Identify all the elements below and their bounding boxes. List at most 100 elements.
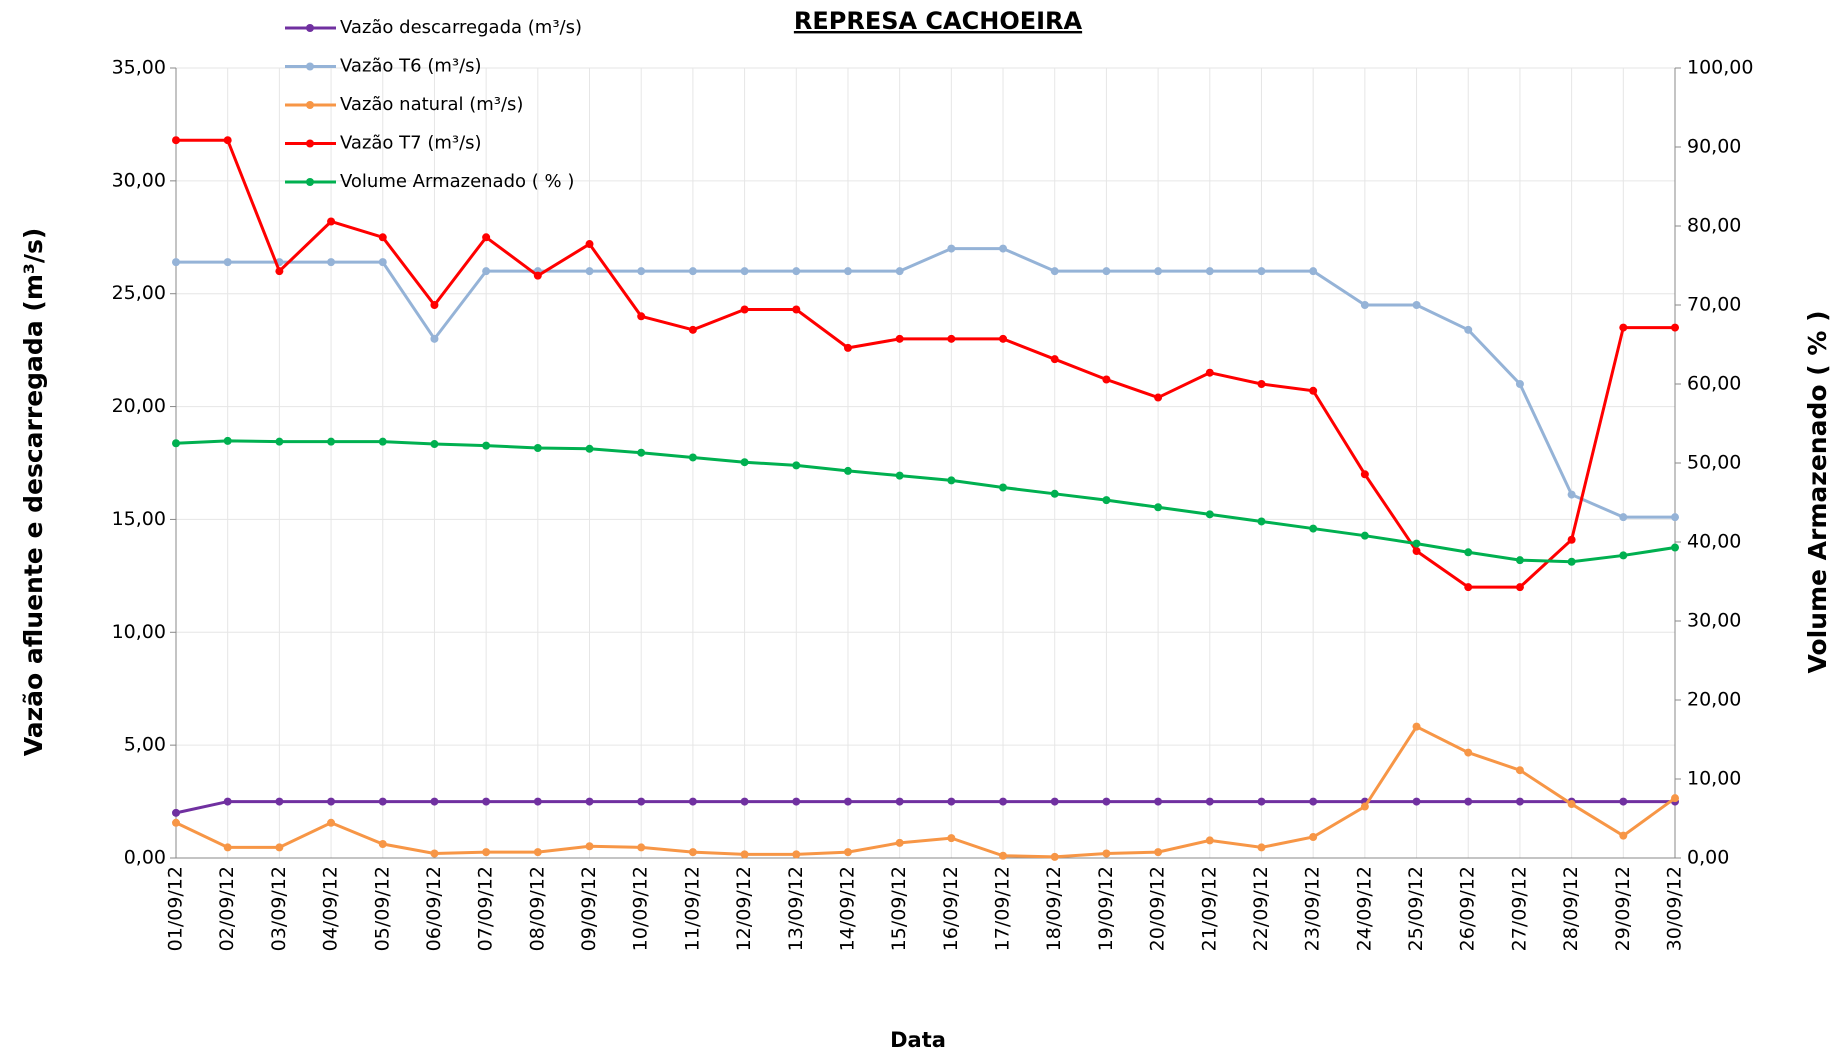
x-tick-label: 23/09/12 bbox=[1302, 866, 1324, 951]
data-point bbox=[430, 301, 439, 309]
data-point bbox=[1412, 539, 1421, 548]
data-point bbox=[327, 437, 336, 446]
x-tick-label: 28/09/12 bbox=[1560, 866, 1582, 951]
data-point bbox=[1412, 547, 1421, 556]
data-point bbox=[482, 233, 491, 242]
x-tick-label: 14/09/12 bbox=[836, 866, 858, 951]
y-tick-label: 20,00 bbox=[112, 395, 166, 417]
data-point bbox=[1205, 368, 1214, 377]
data-point bbox=[1619, 797, 1628, 806]
data-point bbox=[999, 483, 1008, 492]
data-point bbox=[585, 444, 594, 453]
series-line bbox=[175, 800, 1675, 815]
series-line bbox=[175, 439, 1676, 564]
data-point bbox=[430, 849, 439, 858]
data-point bbox=[533, 797, 542, 806]
data-point bbox=[1050, 489, 1059, 498]
data-point bbox=[1515, 766, 1524, 775]
data-point bbox=[1515, 797, 1524, 806]
y-tick-label: 0,00 bbox=[124, 847, 166, 869]
data-point bbox=[585, 267, 594, 276]
x-tick-label: 15/09/12 bbox=[888, 866, 910, 951]
legend-marker bbox=[306, 139, 314, 148]
data-point bbox=[1671, 543, 1679, 552]
data-point bbox=[1154, 797, 1163, 806]
x-tick-label: 19/09/12 bbox=[1095, 866, 1117, 951]
data-point bbox=[1205, 797, 1214, 806]
x-tick-label: 27/09/12 bbox=[1508, 866, 1530, 951]
data-point bbox=[1257, 843, 1266, 852]
x-tick-label: 22/09/12 bbox=[1250, 866, 1272, 951]
data-point bbox=[947, 476, 956, 485]
data-point bbox=[585, 240, 594, 249]
x-tick-label: 21/09/12 bbox=[1198, 866, 1220, 951]
data-point bbox=[1309, 386, 1318, 395]
data-point bbox=[688, 848, 697, 857]
data-point bbox=[688, 325, 697, 334]
data-point bbox=[172, 258, 180, 267]
x-tick-label: 03/09/12 bbox=[268, 866, 290, 951]
data-point bbox=[637, 797, 646, 806]
x-tick-label: 11/09/12 bbox=[681, 866, 703, 951]
data-point bbox=[999, 244, 1008, 253]
data-point bbox=[1515, 556, 1524, 565]
data-point bbox=[843, 797, 852, 806]
data-point bbox=[999, 334, 1008, 343]
data-point bbox=[1619, 513, 1628, 522]
y2-tick-label: 70,00 bbox=[1687, 294, 1741, 316]
data-point bbox=[1309, 833, 1318, 842]
data-point bbox=[1102, 849, 1111, 858]
y-tick-label: 5,00 bbox=[124, 734, 166, 756]
data-point bbox=[378, 233, 387, 242]
data-point bbox=[378, 797, 387, 806]
data-point bbox=[172, 808, 180, 817]
data-point bbox=[378, 437, 387, 446]
data-point bbox=[843, 848, 852, 857]
data-point bbox=[1412, 797, 1421, 806]
data-point bbox=[1619, 551, 1628, 560]
data-point bbox=[1102, 797, 1111, 806]
data-point bbox=[1671, 513, 1679, 522]
data-point bbox=[430, 440, 439, 449]
y-tick-label: 35,00 bbox=[112, 57, 166, 79]
data-point bbox=[275, 843, 284, 852]
x-tick-label: 07/09/12 bbox=[475, 866, 497, 951]
data-point bbox=[843, 343, 852, 352]
legend-marker bbox=[306, 101, 314, 109]
data-point bbox=[275, 437, 284, 446]
legend-label: Vazão natural (m³/s) bbox=[340, 94, 523, 115]
data-point bbox=[843, 267, 852, 276]
data-point bbox=[1050, 355, 1059, 364]
data-point bbox=[895, 838, 904, 847]
x-axis-label: Data bbox=[890, 1028, 946, 1052]
data-point bbox=[482, 441, 491, 450]
x-tick-label: 30/09/12 bbox=[1664, 866, 1686, 951]
data-point bbox=[1360, 802, 1369, 811]
x-tick-label: 01/09/12 bbox=[165, 866, 187, 951]
data-point bbox=[1050, 852, 1059, 861]
y2-axis-label: Volume Armazenado ( % ) bbox=[1803, 310, 1832, 673]
data-point bbox=[275, 267, 284, 276]
data-point bbox=[1671, 323, 1679, 332]
data-point bbox=[1464, 583, 1473, 592]
data-point bbox=[1567, 557, 1576, 566]
x-tick-label: 26/09/12 bbox=[1457, 866, 1479, 951]
x-tick-label: 02/09/12 bbox=[216, 866, 238, 951]
data-point bbox=[895, 797, 904, 806]
data-point bbox=[482, 267, 491, 276]
data-point bbox=[1050, 267, 1059, 276]
series-line bbox=[176, 247, 1675, 519]
legend-label: Vazão T7 (m³/s) bbox=[340, 133, 482, 154]
data-point bbox=[172, 818, 180, 827]
data-point bbox=[223, 843, 232, 852]
data-point bbox=[637, 267, 646, 276]
data-point bbox=[1154, 393, 1163, 402]
data-point bbox=[223, 136, 232, 145]
data-point bbox=[947, 797, 956, 806]
data-point bbox=[792, 305, 801, 314]
data-point bbox=[172, 136, 180, 145]
data-point bbox=[1205, 510, 1214, 519]
data-point bbox=[1412, 301, 1421, 309]
data-point bbox=[327, 818, 336, 827]
